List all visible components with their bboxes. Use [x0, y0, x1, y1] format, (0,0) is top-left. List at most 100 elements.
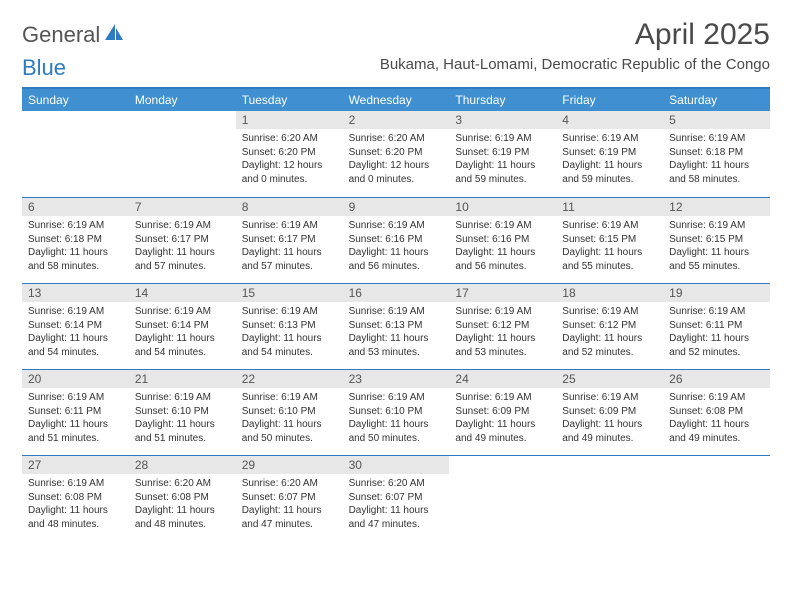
day-number: 18 [556, 284, 663, 302]
day-body: Sunrise: 6:19 AMSunset: 6:08 PMDaylight:… [22, 474, 129, 535]
sunset-text: Sunset: 6:18 PM [669, 146, 764, 160]
sunrise-text: Sunrise: 6:19 AM [562, 132, 657, 146]
weekday-header: Wednesday [343, 89, 450, 111]
day-number: 25 [556, 370, 663, 388]
daylight-text: Daylight: 11 hours and 54 minutes. [242, 332, 337, 359]
day-number: 28 [129, 456, 236, 474]
day-number: 10 [449, 198, 556, 216]
sunrise-text: Sunrise: 6:19 AM [28, 219, 123, 233]
daylight-text: Daylight: 11 hours and 48 minutes. [135, 504, 230, 531]
daylight-text: Daylight: 11 hours and 54 minutes. [135, 332, 230, 359]
sunrise-text: Sunrise: 6:20 AM [349, 477, 444, 491]
sunset-text: Sunset: 6:08 PM [135, 491, 230, 505]
day-number: 12 [663, 198, 770, 216]
daylight-text: Daylight: 11 hours and 52 minutes. [669, 332, 764, 359]
calendar-cell: 7Sunrise: 6:19 AMSunset: 6:17 PMDaylight… [129, 197, 236, 283]
weekday-header: Sunday [22, 89, 129, 111]
calendar-cell: 4Sunrise: 6:19 AMSunset: 6:19 PMDaylight… [556, 111, 663, 197]
month-title: April 2025 [380, 18, 770, 52]
daylight-text: Daylight: 11 hours and 49 minutes. [455, 418, 550, 445]
calendar-cell: 8Sunrise: 6:19 AMSunset: 6:17 PMDaylight… [236, 197, 343, 283]
calendar-cell: 18Sunrise: 6:19 AMSunset: 6:12 PMDayligh… [556, 283, 663, 369]
daylight-text: Daylight: 11 hours and 47 minutes. [242, 504, 337, 531]
daylight-text: Daylight: 11 hours and 53 minutes. [455, 332, 550, 359]
sunrise-text: Sunrise: 6:19 AM [135, 305, 230, 319]
day-number: 22 [236, 370, 343, 388]
sunset-text: Sunset: 6:18 PM [28, 233, 123, 247]
daylight-text: Daylight: 11 hours and 49 minutes. [562, 418, 657, 445]
daylight-text: Daylight: 11 hours and 51 minutes. [135, 418, 230, 445]
sunset-text: Sunset: 6:11 PM [28, 405, 123, 419]
daylight-text: Daylight: 11 hours and 57 minutes. [135, 246, 230, 273]
sunset-text: Sunset: 6:19 PM [562, 146, 657, 160]
weekday-header: Saturday [663, 89, 770, 111]
daylight-text: Daylight: 11 hours and 58 minutes. [669, 159, 764, 186]
calendar-cell: 9Sunrise: 6:19 AMSunset: 6:16 PMDaylight… [343, 197, 450, 283]
calendar-cell: 25Sunrise: 6:19 AMSunset: 6:09 PMDayligh… [556, 369, 663, 455]
day-number: 24 [449, 370, 556, 388]
sunset-text: Sunset: 6:12 PM [562, 319, 657, 333]
day-body: Sunrise: 6:19 AMSunset: 6:08 PMDaylight:… [663, 388, 770, 449]
daylight-text: Daylight: 11 hours and 50 minutes. [349, 418, 444, 445]
day-body: Sunrise: 6:19 AMSunset: 6:10 PMDaylight:… [236, 388, 343, 449]
day-number: 11 [556, 198, 663, 216]
calendar-grid: SundayMondayTuesdayWednesdayThursdayFrid… [22, 87, 770, 541]
calendar-cell: 29Sunrise: 6:20 AMSunset: 6:07 PMDayligh… [236, 455, 343, 541]
sunset-text: Sunset: 6:11 PM [669, 319, 764, 333]
day-number: 9 [343, 198, 450, 216]
sunset-text: Sunset: 6:17 PM [242, 233, 337, 247]
day-number: 6 [22, 198, 129, 216]
day-body: Sunrise: 6:19 AMSunset: 6:12 PMDaylight:… [556, 302, 663, 363]
daylight-text: Daylight: 11 hours and 49 minutes. [669, 418, 764, 445]
calendar-cell: 2Sunrise: 6:20 AMSunset: 6:20 PMDaylight… [343, 111, 450, 197]
sunrise-text: Sunrise: 6:19 AM [135, 391, 230, 405]
sunrise-text: Sunrise: 6:20 AM [135, 477, 230, 491]
calendar-cell: 3Sunrise: 6:19 AMSunset: 6:19 PMDaylight… [449, 111, 556, 197]
day-body: Sunrise: 6:19 AMSunset: 6:17 PMDaylight:… [236, 216, 343, 277]
day-number: 4 [556, 111, 663, 129]
daylight-text: Daylight: 11 hours and 50 minutes. [242, 418, 337, 445]
day-number: 2 [343, 111, 450, 129]
day-body: Sunrise: 6:19 AMSunset: 6:14 PMDaylight:… [129, 302, 236, 363]
daylight-text: Daylight: 11 hours and 55 minutes. [562, 246, 657, 273]
daylight-text: Daylight: 11 hours and 59 minutes. [455, 159, 550, 186]
day-body: Sunrise: 6:20 AMSunset: 6:20 PMDaylight:… [343, 129, 450, 190]
calendar-cell: 5Sunrise: 6:19 AMSunset: 6:18 PMDaylight… [663, 111, 770, 197]
calendar-cell [556, 455, 663, 541]
daylight-text: Daylight: 11 hours and 53 minutes. [349, 332, 444, 359]
weekday-header: Friday [556, 89, 663, 111]
day-body: Sunrise: 6:20 AMSunset: 6:08 PMDaylight:… [129, 474, 236, 535]
weekday-header: Tuesday [236, 89, 343, 111]
sunset-text: Sunset: 6:15 PM [562, 233, 657, 247]
sunset-text: Sunset: 6:13 PM [242, 319, 337, 333]
sunrise-text: Sunrise: 6:19 AM [455, 391, 550, 405]
calendar-cell: 19Sunrise: 6:19 AMSunset: 6:11 PMDayligh… [663, 283, 770, 369]
calendar-cell: 23Sunrise: 6:19 AMSunset: 6:10 PMDayligh… [343, 369, 450, 455]
sunrise-text: Sunrise: 6:19 AM [349, 219, 444, 233]
title-block: April 2025 Bukama, Haut-Lomami, Democrat… [380, 18, 770, 73]
day-body: Sunrise: 6:19 AMSunset: 6:09 PMDaylight:… [449, 388, 556, 449]
calendar-cell: 26Sunrise: 6:19 AMSunset: 6:08 PMDayligh… [663, 369, 770, 455]
sunset-text: Sunset: 6:14 PM [28, 319, 123, 333]
daylight-text: Daylight: 11 hours and 57 minutes. [242, 246, 337, 273]
calendar-cell: 22Sunrise: 6:19 AMSunset: 6:10 PMDayligh… [236, 369, 343, 455]
day-number: 16 [343, 284, 450, 302]
day-number: 7 [129, 198, 236, 216]
calendar-cell: 20Sunrise: 6:19 AMSunset: 6:11 PMDayligh… [22, 369, 129, 455]
calendar-cell: 17Sunrise: 6:19 AMSunset: 6:12 PMDayligh… [449, 283, 556, 369]
sunset-text: Sunset: 6:10 PM [135, 405, 230, 419]
sunset-text: Sunset: 6:16 PM [455, 233, 550, 247]
daylight-text: Daylight: 11 hours and 55 minutes. [669, 246, 764, 273]
sunrise-text: Sunrise: 6:19 AM [28, 391, 123, 405]
calendar-cell: 6Sunrise: 6:19 AMSunset: 6:18 PMDaylight… [22, 197, 129, 283]
brand-part2: Blue [22, 55, 66, 81]
day-number: 13 [22, 284, 129, 302]
day-number: 1 [236, 111, 343, 129]
sunset-text: Sunset: 6:09 PM [455, 405, 550, 419]
day-body: Sunrise: 6:19 AMSunset: 6:15 PMDaylight:… [556, 216, 663, 277]
sunrise-text: Sunrise: 6:19 AM [28, 477, 123, 491]
calendar-cell [663, 455, 770, 541]
sunrise-text: Sunrise: 6:19 AM [562, 391, 657, 405]
sunset-text: Sunset: 6:16 PM [349, 233, 444, 247]
sunrise-text: Sunrise: 6:19 AM [242, 219, 337, 233]
